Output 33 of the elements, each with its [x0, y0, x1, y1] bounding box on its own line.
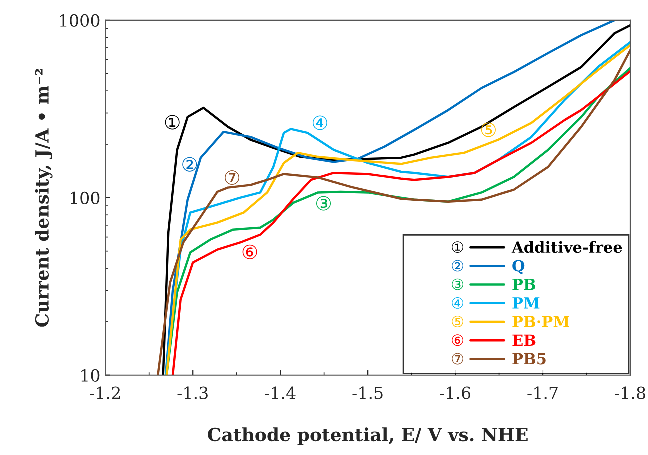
x-tick-label: -1.5 — [352, 386, 383, 400]
x-tick-label: -1.6 — [440, 386, 471, 400]
text: ① — [452, 242, 464, 254]
legend-label: Q — [512, 260, 525, 274]
text: ⑤ — [452, 316, 464, 328]
legend-label: PB — [512, 279, 536, 290]
x-tick-label: -1.4 — [265, 386, 296, 400]
legend-label: PB·PM — [512, 316, 570, 328]
x-tick-label: -1.2 — [90, 386, 120, 400]
text: ③ — [452, 278, 464, 290]
x-axis-title: Cathode potential, E/ V vs. NHE — [208, 428, 528, 446]
annotation: ③ — [316, 196, 332, 211]
annotation: ② — [182, 157, 198, 172]
annotation: ④ — [312, 116, 328, 130]
x-tick-label: -1.7 — [528, 386, 558, 400]
y-tick-label: 100 — [70, 192, 100, 204]
y-tick-label: 1000 — [60, 14, 100, 28]
x-tick-label: -1.8 — [615, 386, 646, 400]
text: ⑥ — [452, 334, 464, 346]
annotation: ⑦ — [224, 170, 240, 186]
annotation: ⑤ — [481, 122, 496, 138]
annotation: ① — [165, 115, 180, 130]
text: ④ — [452, 297, 464, 309]
legend-label: PB5 — [512, 353, 546, 365]
y-axis-title: Current density, J/A • m⁻² — [35, 69, 53, 327]
legend-label: Additive-free — [512, 241, 622, 254]
annotation: ⑥ — [242, 244, 258, 260]
legend-label: PM — [512, 298, 540, 309]
x-tick-label: -1.3 — [178, 386, 208, 400]
text: ⑦ — [452, 353, 464, 365]
text: ② — [452, 260, 464, 272]
legend-label: EB — [512, 334, 536, 346]
y-tick-label: 10 — [82, 369, 100, 382]
